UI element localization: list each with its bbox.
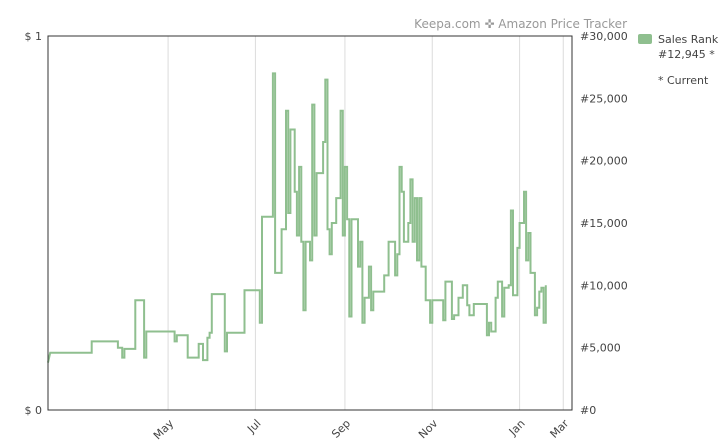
x-tick-label: Jan: [506, 417, 528, 439]
plot-frame: [47, 35, 573, 411]
grid-lines: [167, 36, 564, 410]
left-tick-label: $ 0: [25, 404, 43, 417]
x-tick-label: Jul: [244, 417, 263, 436]
right-tick-label: #25,000: [580, 92, 628, 105]
x-tick-label: Nov: [416, 417, 441, 440]
left-axis: $ 0 $ 1: [25, 30, 43, 417]
legend-note: * Current: [658, 74, 709, 87]
right-axis: #0 #5,000 #10,000 #15,000 #20,000 #25,000 #30,…: [580, 30, 628, 417]
left-tick-label: $ 1: [25, 30, 43, 43]
right-tick-label: #20,000: [580, 155, 628, 168]
legend-series-label[interactable]: Sales Rank: [658, 33, 719, 46]
right-tick-label: #0: [580, 404, 596, 417]
right-tick-label: #30,000: [580, 30, 628, 43]
right-tick-label: #10,000: [580, 279, 628, 292]
x-tick-label: Mar: [548, 417, 572, 440]
x-tick-label: May: [151, 417, 177, 440]
legend-swatch[interactable]: [638, 34, 652, 44]
series-layer: [47, 72, 547, 363]
x-axis: May Jul Sep Nov Jan Mar: [151, 417, 572, 440]
series-line-sales-rank: [47, 72, 547, 363]
legend-series-value: #12,945 *: [658, 48, 715, 61]
chart-title: Keepa.com ✜ Amazon Price Tracker: [414, 17, 627, 31]
legend[interactable]: Sales Rank #12,945 * * Current: [638, 33, 719, 87]
right-tick-label: #5,000: [580, 342, 621, 355]
x-tick-label: Sep: [329, 417, 353, 440]
right-tick-label: #15,000: [580, 217, 628, 230]
